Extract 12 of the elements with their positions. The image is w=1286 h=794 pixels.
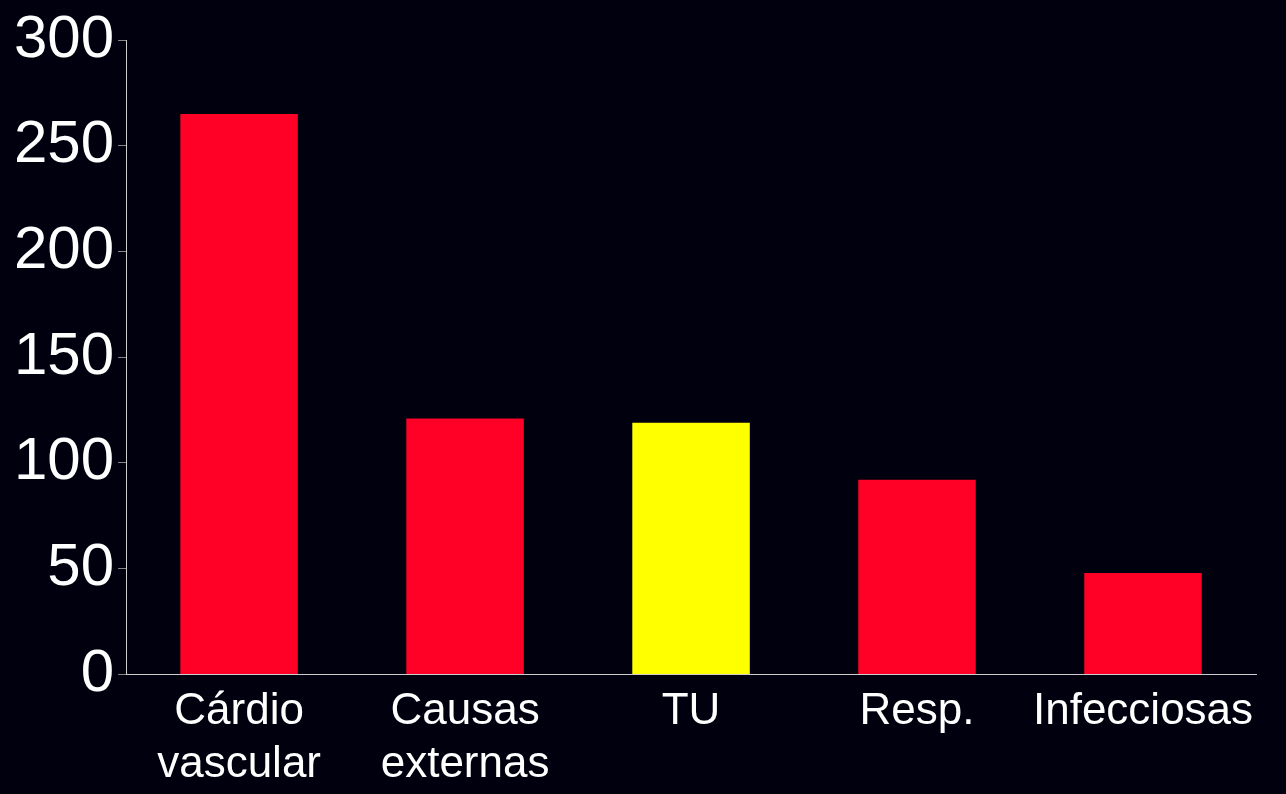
- y-tick-label: 300: [14, 2, 115, 70]
- y-tick-label: 150: [14, 319, 115, 387]
- y-tick-label: 0: [80, 636, 115, 704]
- x-tick-label: Cárdio vascular: [157, 683, 322, 786]
- x-tick-label: Resp.: [859, 683, 975, 733]
- y-tick-label: 250: [14, 108, 115, 176]
- y-tick-label: 100: [14, 425, 115, 493]
- y-tick-label: 200: [14, 214, 115, 282]
- x-tick-label: Infecciosas: [1032, 683, 1254, 733]
- y-tick-label: 50: [47, 531, 115, 599]
- x-tick-label: TU: [661, 683, 721, 733]
- x-tick-label: Causas externas: [380, 683, 550, 786]
